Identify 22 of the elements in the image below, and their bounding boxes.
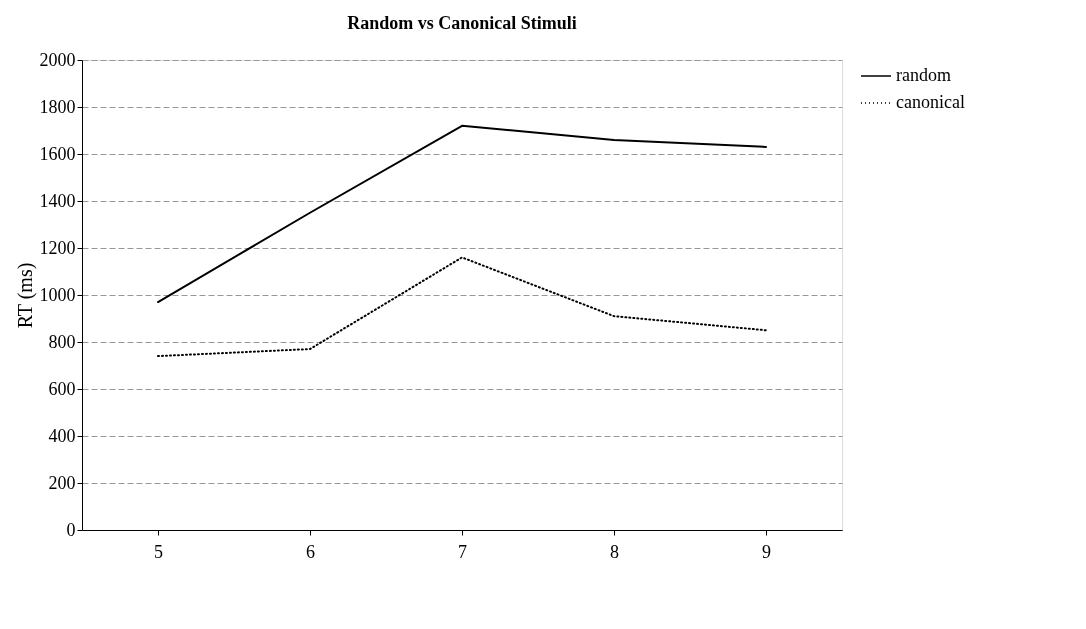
- y-tick-label: 1200: [39, 237, 76, 258]
- y-tick-label: 400: [48, 425, 76, 446]
- y-tick-label: 2000: [39, 49, 76, 70]
- x-tick-label: 6: [306, 541, 315, 562]
- x-tick-label: 9: [762, 541, 771, 562]
- line-series: [157, 256, 767, 358]
- y-tick-label: 1000: [39, 284, 76, 305]
- y-tick-label: 0: [66, 519, 76, 540]
- legend-label: canonical: [896, 92, 965, 112]
- x-tick-label: 5: [154, 541, 163, 562]
- y-tick-label: 600: [48, 378, 76, 399]
- y-tick-label: 1400: [39, 190, 76, 211]
- y-tick-label: 800: [48, 331, 76, 352]
- y-tick-label: 200: [48, 472, 76, 493]
- y-tick-label: 1600: [39, 143, 76, 164]
- y-tick-label: 1800: [39, 96, 76, 117]
- x-tick-label: 7: [458, 541, 467, 562]
- line-series: [157, 124, 767, 304]
- y-axis-title: RT (ms): [13, 262, 37, 329]
- legend-label: random: [896, 65, 951, 85]
- x-tick-label: 8: [610, 541, 619, 562]
- chart-title: Random vs Canonical Stimuli: [347, 13, 577, 33]
